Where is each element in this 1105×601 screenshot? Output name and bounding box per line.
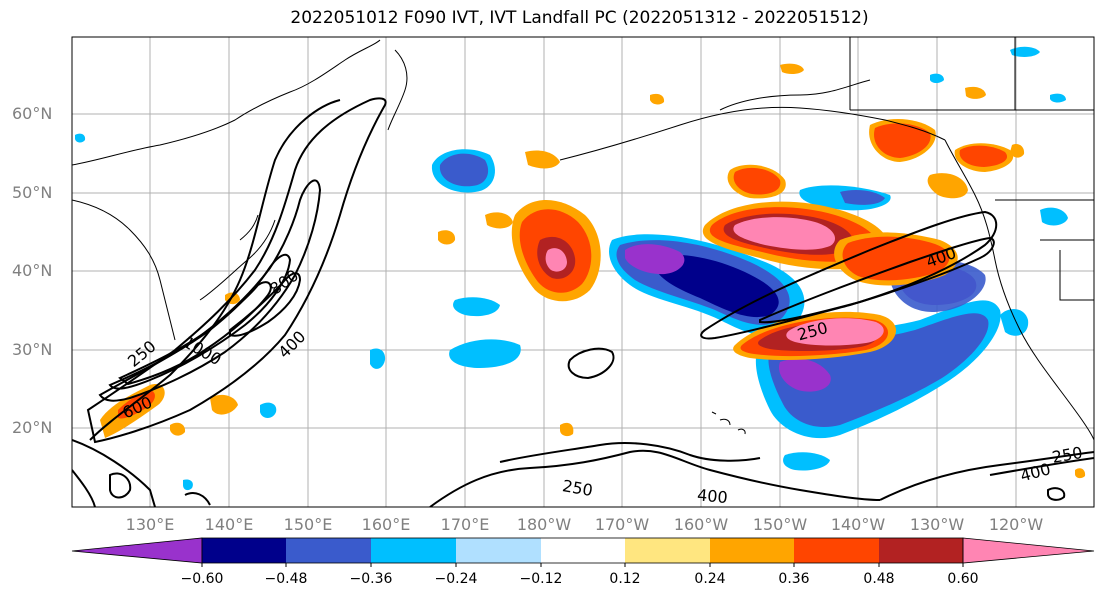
colorbar-segment-1 (202, 538, 286, 563)
contour-label-250-east: 250 (1051, 443, 1084, 467)
lon-label-150w: 150°W (752, 515, 808, 534)
lon-label-130w: 130°W (909, 515, 965, 534)
contour-south-wave (429, 449, 881, 507)
hawaii-islands (711, 411, 746, 435)
kamchatka-coastline (387, 49, 408, 131)
colorbar-segment-8 (794, 538, 879, 563)
colorbar-segment-4 (456, 538, 541, 563)
colorbar-segment-5 (541, 538, 625, 563)
contour-label-250-south: 250 (561, 476, 594, 500)
lat-label-20n: 20°N (12, 418, 53, 437)
colorbar-tick-label: −0.12 (519, 571, 563, 587)
map-title: 2022051012 F090 IVT, IVT Landfall PC (20… (290, 8, 869, 28)
contour-japan-outer (89, 99, 341, 441)
lon-label-130e: 130°E (125, 515, 175, 534)
colorbar-tick-label: −0.48 (264, 571, 308, 587)
coastlines (72, 37, 1094, 441)
ivt-contours (72, 97, 1094, 507)
lat-label-40n: 40°N (12, 261, 53, 280)
lon-label-160w: 160°W (673, 515, 729, 534)
alaska-coastline (559, 106, 946, 161)
contour-jet-outer (700, 210, 998, 340)
lon-label-170e: 170°E (440, 515, 490, 534)
lon-label-170w: 170°W (594, 515, 650, 534)
colorbar-extend-low (71, 537, 203, 564)
lat-label-50n: 50°N (12, 183, 53, 202)
lon-label-120w: 120°W (988, 515, 1044, 534)
contour-label-400-south: 400 (696, 485, 728, 507)
positive-ivt-anomalies (100, 63, 1086, 479)
colorbar-extend-high (962, 537, 1095, 564)
colorbar-segment-2 (286, 538, 371, 563)
colorbar-tick-label: −0.36 (349, 571, 393, 587)
contour-label-400-japan: 400 (274, 327, 309, 362)
lon-label-160e: 160°E (361, 515, 411, 534)
lat-label-60n: 60°N (12, 104, 53, 123)
asia-coastline (72, 39, 381, 166)
colorbar-tick-label: 0.48 (863, 571, 895, 587)
colorbar-tick-label: −0.24 (434, 571, 478, 587)
colorbar-tick-label: −0.60 (180, 571, 224, 587)
north-america-coastline (944, 139, 1094, 441)
colorbar-tick-label: 0.60 (947, 571, 979, 587)
contour-label-400-east: 400 (1018, 459, 1052, 485)
lon-label-150e: 150°E (283, 515, 333, 534)
colorbar (71, 537, 1095, 567)
lon-label-140e: 140°E (204, 515, 254, 534)
lat-label-30n: 30°N (12, 340, 53, 359)
lon-label-180w: 180°W (516, 515, 572, 534)
colorbar-tick-label: 0.36 (778, 571, 810, 587)
colorbar-segment-9 (879, 538, 963, 563)
colorbar-tick-label: 0.12 (609, 571, 641, 587)
colorbar-tick-label: 0.24 (694, 571, 726, 587)
lon-label-140w: 140°W (830, 515, 886, 534)
map-frame (71, 36, 1095, 508)
japan-coastline (199, 219, 276, 301)
colorbar-segment-3 (371, 538, 456, 563)
colorbar-segment-7 (710, 538, 794, 563)
colorbar-segment-6 (625, 538, 710, 563)
